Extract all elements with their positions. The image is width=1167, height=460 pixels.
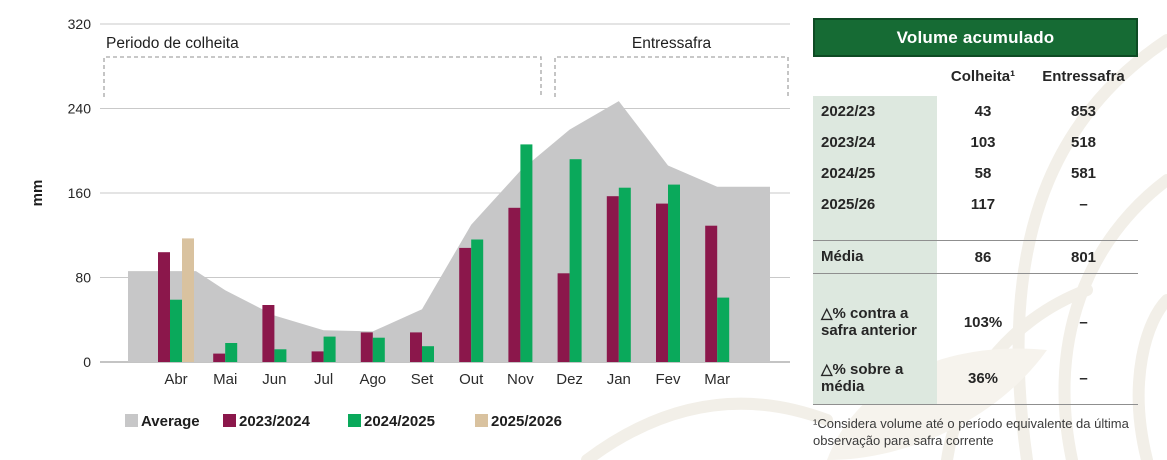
bar-2023-2024-jan [606, 196, 619, 362]
bar-2023-2024-mar [705, 225, 718, 362]
colheita-value: 117 [970, 196, 996, 213]
bar-2023-2024-nov [508, 207, 521, 362]
row-label: 2025/26 [821, 195, 876, 213]
bar-2023-2024-out [459, 247, 472, 362]
bar-2024-2025-mar [717, 297, 730, 362]
entressafra-value: 853 [1070, 103, 1097, 120]
row-label: 2024/25 [821, 164, 876, 182]
bar-2024-2025-jun [274, 349, 287, 362]
table-title: Volume acumulado [813, 18, 1138, 57]
bar-2023-2024-abr [158, 252, 170, 362]
bar-2024-2025-fev [668, 184, 680, 362]
colheita-value: 36% [967, 369, 999, 387]
bar-2024-2025-jan [618, 187, 631, 362]
y-tick-label: 80 [75, 270, 91, 286]
annotation-label: Periodo de colheita [106, 35, 239, 52]
season-row: 2024/25 58 581 [813, 158, 1138, 189]
month-label: Out [459, 371, 484, 388]
bar-2024-2025-jul [323, 336, 336, 362]
table-footnote: ¹Considera volume até o período equivale… [813, 416, 1129, 449]
delta-previous-season-row: △% contra a safra anterior 103% – [813, 292, 1138, 352]
legend-label: Average [141, 413, 200, 430]
legend-label: 2024/2025 [364, 413, 435, 430]
volume-table-panel: Volume acumulado Colheita¹ Entressafra 2… [813, 18, 1138, 449]
bar-2024-2025-mai [225, 343, 238, 362]
entressafra-value: 581 [1070, 165, 1097, 182]
row-label: 2023/24 [821, 133, 876, 151]
bar-2024-2025-out [471, 239, 484, 362]
legend-swatch [125, 414, 138, 427]
month-label: Abr [164, 371, 187, 388]
annotation-label: Entressafra [632, 35, 712, 52]
entressafra-value: 801 [1070, 248, 1097, 266]
colheita-value: 103% [963, 313, 1003, 331]
entressafra-value: – [1079, 196, 1088, 213]
bar-2024-2025-ago [372, 337, 385, 362]
month-label: Jan [607, 371, 631, 388]
season-row: 2022/23 43 853 [813, 96, 1138, 127]
row-label: Média [821, 248, 864, 266]
month-label: Mar [704, 371, 730, 388]
table-header-row: Colheita¹ Entressafra [813, 57, 1138, 96]
colheita-value: 43 [974, 103, 992, 120]
bar-2023-2024-ago [360, 332, 373, 362]
rainfall-chart: 0 80 160 240 320 mm Abr Mai Jun Jul Ago Set Out Nov De… [29, 16, 790, 430]
legend-label: 2023/2024 [239, 413, 311, 430]
y-tick-label: 0 [83, 354, 91, 370]
col-header-colheita: Colheita¹ [950, 68, 1016, 85]
bar-2023-2024-jul [311, 351, 324, 362]
month-label: Dez [556, 371, 583, 388]
y-tick-label: 160 [68, 185, 92, 201]
bar-2024-2025-dez [569, 159, 582, 362]
entressafra-value: 518 [1070, 134, 1097, 151]
row-label: △% contra a safra anterior [821, 304, 917, 339]
spacer-row [813, 220, 1138, 240]
legend-label: 2025/2026 [491, 413, 562, 430]
row-label: 2022/23 [821, 102, 876, 120]
colheita-value: 103 [970, 134, 996, 151]
bar-2024-2025-set [422, 346, 434, 362]
label-column-background [813, 96, 937, 404]
legend-swatch [348, 414, 361, 427]
month-label: Fev [655, 371, 681, 388]
annotation-box [103, 56, 542, 97]
colheita-value: 86 [974, 248, 992, 266]
month-label: Ago [359, 371, 386, 388]
media-row: Média 86 801 [813, 240, 1138, 274]
legend-swatch [475, 414, 488, 427]
delta-average-row: △% sobre a média 36% – [813, 352, 1138, 404]
month-label: Nov [507, 371, 534, 388]
bar-2024-2025-nov [520, 144, 533, 362]
spacer-row [813, 274, 1138, 292]
y-tick-label: 240 [68, 101, 92, 117]
bar-2024-2025-abr [170, 299, 182, 362]
bar-2023-2024-set [410, 332, 422, 362]
month-label: Set [411, 371, 434, 388]
legend-swatch [223, 414, 236, 427]
season-row: 2023/24 103 518 [813, 127, 1138, 158]
y-tick-label: 320 [68, 16, 92, 32]
row-label: △% sobre a média [821, 360, 904, 395]
col-header-entressafra: Entressafra [1042, 68, 1125, 85]
entressafra-value: – [1079, 369, 1088, 387]
bar-2023-2024-jun [262, 305, 275, 362]
month-label: Jun [262, 371, 286, 388]
colheita-value: 58 [974, 165, 992, 182]
table-body: 2022/23 43 853 2023/24 103 518 2024/25 58 581 202… [813, 96, 1138, 405]
entressafra-value: – [1079, 313, 1088, 331]
season-row: 2025/26 117 – [813, 189, 1138, 220]
month-label: Jul [314, 371, 333, 388]
bar-2023-2024-dez [557, 273, 570, 362]
y-axis-title: mm [29, 180, 46, 207]
bar-2025-2026-abr [182, 238, 194, 362]
month-label: Mai [213, 371, 237, 388]
bar-2023-2024-mai [213, 353, 226, 362]
bar-2023-2024-fev [656, 203, 668, 362]
annotation-box [554, 56, 789, 97]
